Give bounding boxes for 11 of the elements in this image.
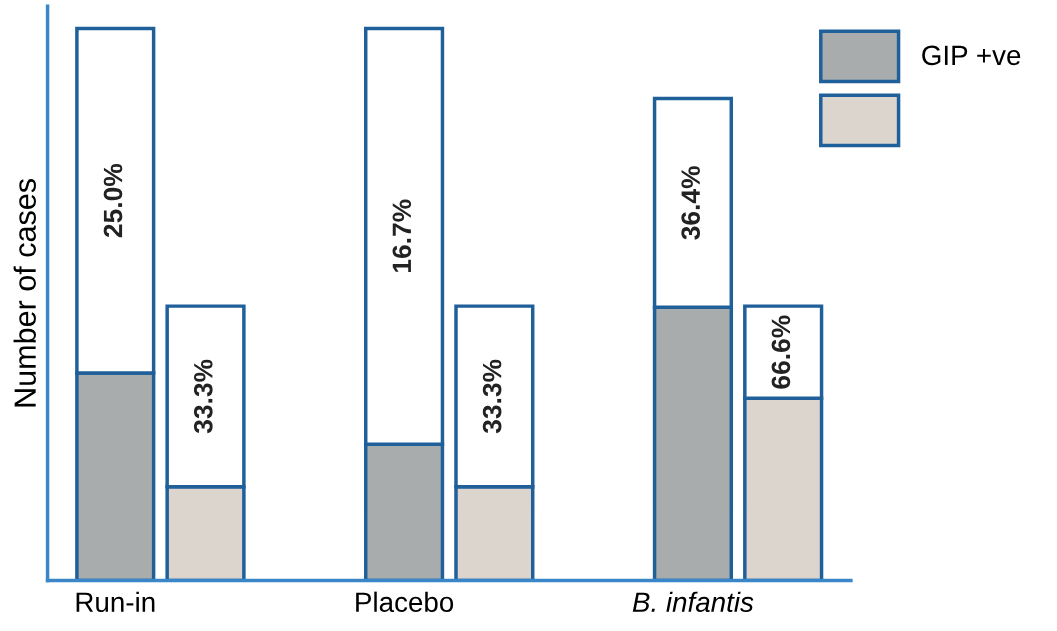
y-axis-title: Number of cases <box>13 179 36 407</box>
legend-label: GIP +ve <box>922 45 1021 66</box>
annotation: 66.6% <box>771 315 791 389</box>
annotation: 33.3% <box>482 359 502 434</box>
annotation: 25.0% <box>103 163 123 238</box>
x-tick-label: B. infantis <box>632 591 754 613</box>
annotation: 36.4% <box>681 166 701 240</box>
x-tick-label: Run-in <box>76 591 155 613</box>
annotation: 16.7% <box>392 199 412 273</box>
x-tick-label: Placebo <box>356 591 454 613</box>
annotation: 33.3% <box>193 359 213 434</box>
